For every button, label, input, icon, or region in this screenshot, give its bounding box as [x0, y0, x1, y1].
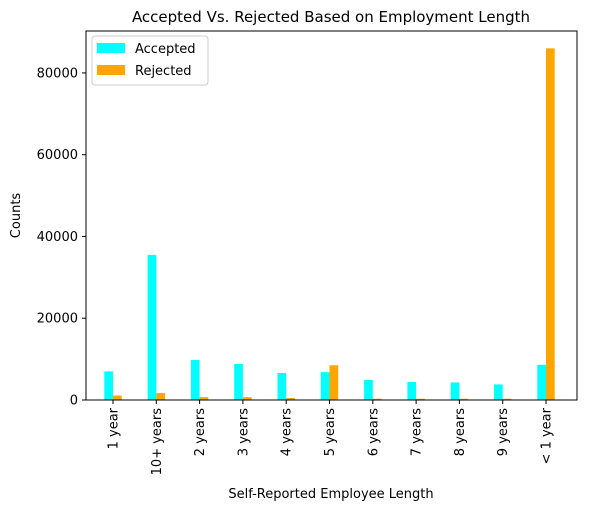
bar-rejected-9: [459, 398, 469, 400]
bar-rejected-6: [329, 365, 339, 400]
bar-accepted-5: [277, 373, 287, 400]
y-tick-label: 20000: [37, 312, 78, 327]
y-tick-label: 80000: [37, 66, 78, 81]
x-tick-label: 1 year: [107, 407, 122, 449]
bar-rejected-2: [156, 393, 165, 400]
bar-accepted-1: [104, 371, 113, 400]
bar-rejected-10: [502, 398, 512, 400]
legend: Accepted Rejected: [91, 35, 209, 86]
bar-rejected-8: [416, 398, 425, 400]
legend-swatch-accepted: [97, 43, 125, 53]
x-tick-label: 6 years: [366, 408, 381, 456]
y-axis-title: Counts: [9, 193, 24, 239]
chart-title: Accepted Vs. Rejected Based on Employmen…: [132, 8, 530, 26]
legend-swatch-rejected: [97, 65, 125, 75]
x-tick-label: < 1 year: [540, 407, 555, 464]
x-tick-label: 8 years: [453, 408, 468, 456]
x-tick-label: 4 years: [280, 408, 295, 456]
y-axis-ticks: 0 20000 40000 60000 80000: [37, 66, 86, 409]
bar-accepted-10: [494, 384, 503, 400]
bar-rejected-11: [546, 48, 555, 400]
legend-label-rejected: Rejected: [135, 64, 192, 79]
bar-accepted-2: [147, 254, 157, 400]
bar-accepted-3: [190, 359, 200, 400]
y-tick-label: 40000: [37, 230, 78, 245]
bar-rejected-7: [372, 398, 382, 400]
y-tick-label: 60000: [37, 148, 78, 163]
legend-label-accepted: Accepted: [135, 42, 196, 57]
bar-accepted-4: [234, 364, 243, 400]
bar-accepted-8: [407, 382, 417, 400]
bar-accepted-9: [450, 382, 460, 400]
x-axis-ticks: 1 year 10+ years 2 years 3 years 4 years 5 ye…: [107, 400, 555, 475]
bar-rejected-4: [242, 397, 252, 400]
x-tick-label: 2 years: [193, 408, 208, 456]
y-tick-label: 0: [70, 394, 78, 409]
bar-accepted-6: [320, 372, 330, 400]
bars-group: [104, 48, 555, 400]
bar-accepted-11: [537, 364, 546, 400]
x-tick-label: 10+ years: [150, 408, 165, 476]
x-tick-label: 9 years: [496, 408, 511, 456]
plot-frame: [85, 30, 578, 401]
x-tick-label: 3 years: [236, 408, 251, 456]
x-tick-label: 5 years: [323, 408, 338, 456]
x-tick-label: 7 years: [410, 408, 425, 456]
bar-rejected-3: [199, 397, 209, 400]
bar-rejected-5: [286, 397, 295, 400]
bar-rejected-1: [113, 395, 122, 400]
bar-accepted-7: [364, 379, 373, 400]
x-axis-title: Self-Reported Employee Length: [228, 487, 433, 502]
